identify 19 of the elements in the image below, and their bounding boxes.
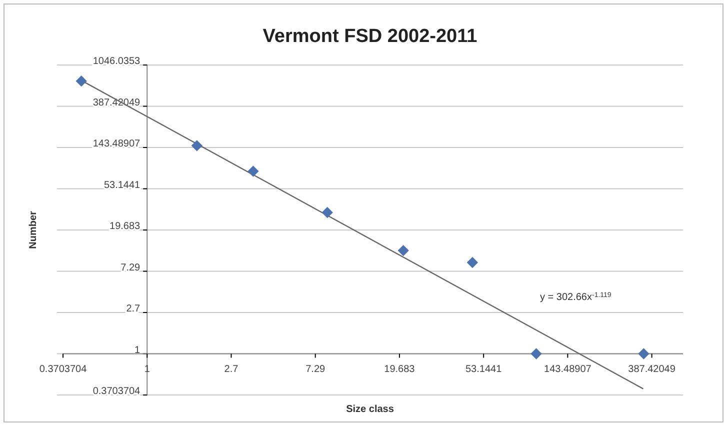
x-axis-title: Size class (346, 404, 394, 415)
y-tick-label: 53.1441 (104, 180, 141, 191)
x-tick-label: 19.683 (384, 364, 416, 375)
x-tick-label: 53.1441 (465, 364, 502, 375)
y-tick-label: 7.29 (120, 262, 141, 274)
y-tick-label: 2.7 (126, 304, 141, 314)
y-tick-label: 0.3703704 (92, 386, 141, 397)
x-tick-label: 2.7 (224, 364, 239, 375)
x-tick-label: 387.42049 (628, 364, 676, 375)
y-tick-label: 1046.0353 (92, 56, 141, 67)
y-tick-label: 19.683 (110, 221, 141, 232)
x-tick-label: 143.48907 (544, 364, 592, 375)
x-tick-label: 0.3703704 (39, 364, 88, 375)
y-tick-label: 1 (134, 344, 141, 356)
y-axis-title: Number (28, 211, 39, 249)
y-tick-label: 143.48907 (92, 138, 141, 150)
chart-title: Vermont FSD 2002-2011 (262, 26, 478, 47)
annotation: y = 302.66x$^{-1.119}$ (540, 292, 612, 303)
x-tick-label: 7.29 (306, 364, 326, 375)
